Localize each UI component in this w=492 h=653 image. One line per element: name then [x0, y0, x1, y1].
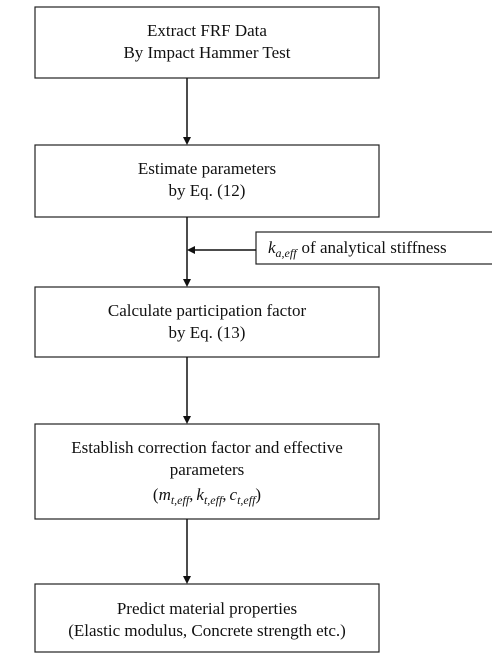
node-text: by Eq. (13): [169, 323, 246, 342]
input-text: ka,eff of analytical stiffness: [268, 238, 447, 260]
box: [34, 583, 380, 653]
node-text: By Impact Hammer Test: [123, 43, 290, 62]
arrowhead: [183, 576, 191, 584]
symbol: k: [196, 485, 204, 504]
input-box: [255, 231, 492, 265]
subscript: t,eff: [237, 493, 257, 507]
arrowhead: [183, 416, 191, 424]
symbol: m: [159, 485, 171, 504]
box: [34, 6, 380, 79]
box: [34, 286, 380, 358]
subscript: t,eff: [171, 493, 191, 507]
node-text: (Elastic modulus, Concrete strength etc.…: [68, 621, 346, 640]
node-text: Establish correction factor and effectiv…: [71, 438, 343, 457]
node-text: Predict material properties: [117, 599, 297, 618]
node-text: parameters: [170, 460, 245, 479]
symbol: c: [230, 485, 238, 504]
node-text: Calculate participation factor: [108, 301, 307, 320]
formula: (mt,eff, kt,eff, ct,eff): [153, 485, 261, 507]
arrowhead: [183, 279, 191, 287]
separator: ,: [222, 485, 226, 504]
paren: (: [153, 485, 159, 504]
box: [34, 423, 380, 520]
node-text: Estimate parameters: [138, 159, 276, 178]
node-text: Extract FRF Data: [147, 21, 267, 40]
node-text: by Eq. (12): [169, 181, 246, 200]
text: of analytical stiffness: [302, 238, 447, 257]
subscript: a,eff: [276, 246, 299, 260]
arrowhead: [183, 137, 191, 145]
arrowhead: [187, 246, 195, 254]
subscript: t,eff: [204, 493, 224, 507]
box: [34, 144, 380, 218]
paren: ): [255, 485, 261, 504]
separator: ,: [189, 485, 193, 504]
symbol: k: [268, 238, 276, 257]
